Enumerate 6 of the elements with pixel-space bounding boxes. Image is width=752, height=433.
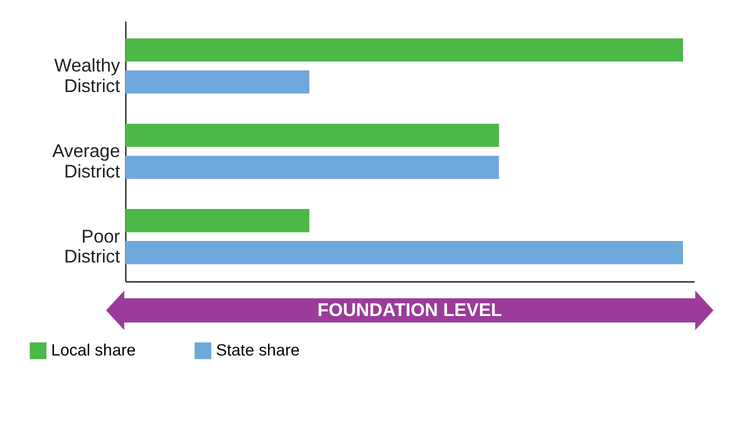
legend-label: State share <box>216 342 300 360</box>
legend-label: Local share <box>51 342 136 360</box>
y-tick-label: Poor District <box>64 225 120 267</box>
text: FOUNDATION LEVEL <box>317 299 502 320</box>
y-tick-label: Wealthy District <box>54 54 121 96</box>
y-tick-label: Average District <box>52 140 120 182</box>
